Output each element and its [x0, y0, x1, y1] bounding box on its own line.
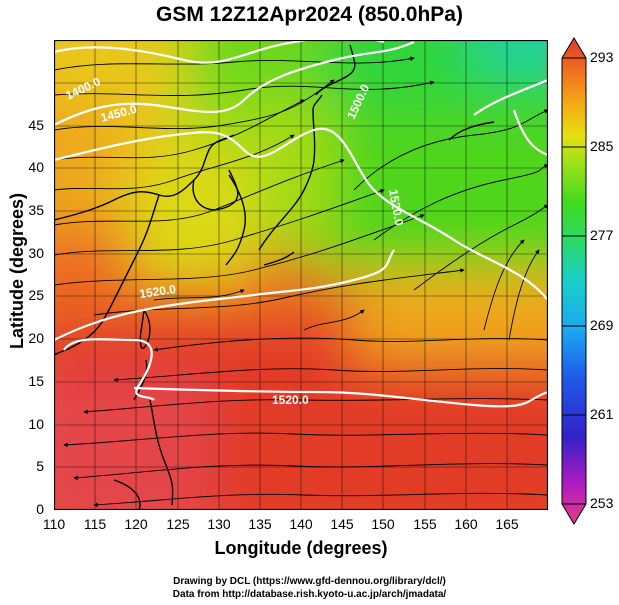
- x-tick-label: 135: [248, 516, 272, 532]
- y-tick-label: 35: [28, 202, 44, 218]
- colorbar-tick: 285: [590, 138, 614, 154]
- plot-frame: [53, 39, 549, 511]
- y-tick-label: 40: [28, 159, 44, 175]
- x-tick-label: 145: [330, 516, 354, 532]
- y-tick-label: 15: [28, 373, 44, 389]
- x-tick-label: 160: [454, 516, 478, 532]
- colorbar-tick: 293: [590, 49, 614, 65]
- y-tick-label: 10: [28, 416, 44, 432]
- colorbar-tick: 261: [590, 406, 614, 422]
- contour-label: 1520.0: [386, 188, 406, 227]
- x-tick-label: 150: [371, 516, 395, 532]
- x-tick-label: 155: [413, 516, 437, 532]
- coastlines: [54, 44, 495, 510]
- colorbar-tick: 269: [590, 317, 614, 333]
- y-tick-label: 45: [28, 117, 44, 133]
- x-tick-label: 110: [42, 516, 66, 532]
- wind-streamlines: [54, 56, 548, 508]
- temperature-field: [54, 40, 548, 510]
- x-axis-label: Longitude (degrees): [214, 538, 388, 558]
- x-tick-label: 115: [83, 516, 107, 532]
- y-tick-label: 5: [36, 458, 44, 474]
- y-tick-label: 25: [28, 287, 44, 303]
- colorbar: [561, 37, 587, 525]
- map-canvas: 1400.0 1450.0 1500.0 1520.0 1520.0 1520.…: [53, 39, 549, 511]
- map-plot: 1400.0 1450.0 1500.0 1520.0 1520.0 1520.…: [53, 39, 549, 511]
- map-title: GSM 12Z12Apr2024 (850.0hPa): [156, 3, 463, 26]
- x-tick-label: 165: [495, 516, 519, 532]
- y-tick-label: 0: [36, 501, 44, 517]
- x-tick-label: 120: [124, 516, 148, 532]
- contour-label: 1520.0: [272, 393, 309, 407]
- credit-data: Data from http://database.rish.kyoto-u.a…: [172, 589, 447, 600]
- contour-label: 1520.0: [138, 282, 177, 301]
- x-tick-label: 125: [166, 516, 190, 532]
- y-tick-label: 20: [28, 330, 44, 346]
- colorbar-tick: 253: [590, 495, 614, 511]
- x-tick-label: 130: [207, 516, 231, 532]
- x-tick-label: 140: [289, 516, 313, 532]
- credit-drawing: Drawing by DCL (https://www.gfd-dennou.o…: [173, 576, 446, 587]
- y-tick-label: 30: [28, 245, 44, 261]
- y-axis-label: Latitude (degrees): [7, 192, 27, 350]
- colorbar-tick: 277: [590, 227, 614, 243]
- height-contours: [54, 40, 548, 408]
